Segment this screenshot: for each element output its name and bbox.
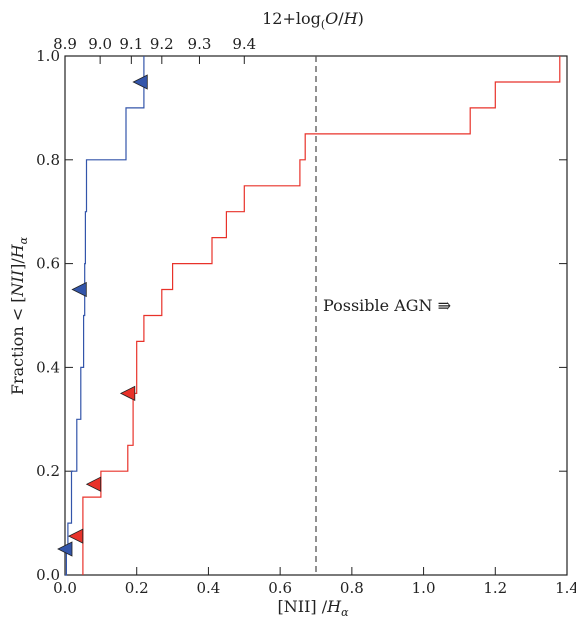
marker-series-2 bbox=[69, 529, 83, 543]
top-x-axis-label: 12+log(O/H) bbox=[262, 9, 364, 31]
x-tick-label: 1.2 bbox=[483, 579, 507, 597]
marker-series-1 bbox=[133, 75, 147, 89]
marker-series-2 bbox=[87, 477, 101, 491]
top-x-tick-label: 9.4 bbox=[232, 35, 256, 53]
y-tick-label: 0.0 bbox=[36, 566, 60, 584]
x-tick-label: 0.6 bbox=[268, 579, 292, 597]
top-x-tick-label: 9.2 bbox=[150, 35, 174, 53]
top-x-tick-label: 9.3 bbox=[188, 35, 212, 53]
x-tick-label: 1.0 bbox=[412, 579, 436, 597]
y-tick-label: 0.8 bbox=[36, 151, 60, 169]
step-line-series-1 bbox=[65, 56, 144, 575]
x-tick-label: 0.2 bbox=[125, 579, 149, 597]
y-axis-label: Fraction < [NII]/Hα bbox=[8, 236, 30, 395]
plot-area: 0.0 0.2 0.4 0.6 0.8 1.0 1.2 1.40.00.20.40.60.81… bbox=[36, 35, 576, 597]
agn-annotation: Possible AGN ⇛ bbox=[323, 296, 451, 315]
x-tick-label: 0.4 bbox=[196, 579, 220, 597]
y-tick-label: 0.4 bbox=[36, 358, 60, 376]
x-tick-label: 0.8 bbox=[340, 579, 364, 597]
marker-series-2 bbox=[121, 386, 135, 400]
y-tick-label: 0.6 bbox=[36, 255, 60, 273]
marker-series-1 bbox=[72, 283, 86, 297]
y-tick-label: 0.2 bbox=[36, 462, 60, 480]
top-x-tick-label: 8.9 bbox=[53, 35, 77, 53]
top-x-tick-label: 9.1 bbox=[119, 35, 143, 53]
top-x-tick-label: 9.0 bbox=[88, 35, 112, 53]
x-axis-label: [NII] /Hα bbox=[278, 597, 350, 619]
x-tick-label: 1.4 bbox=[555, 579, 576, 597]
step-line-series-2 bbox=[83, 56, 560, 575]
